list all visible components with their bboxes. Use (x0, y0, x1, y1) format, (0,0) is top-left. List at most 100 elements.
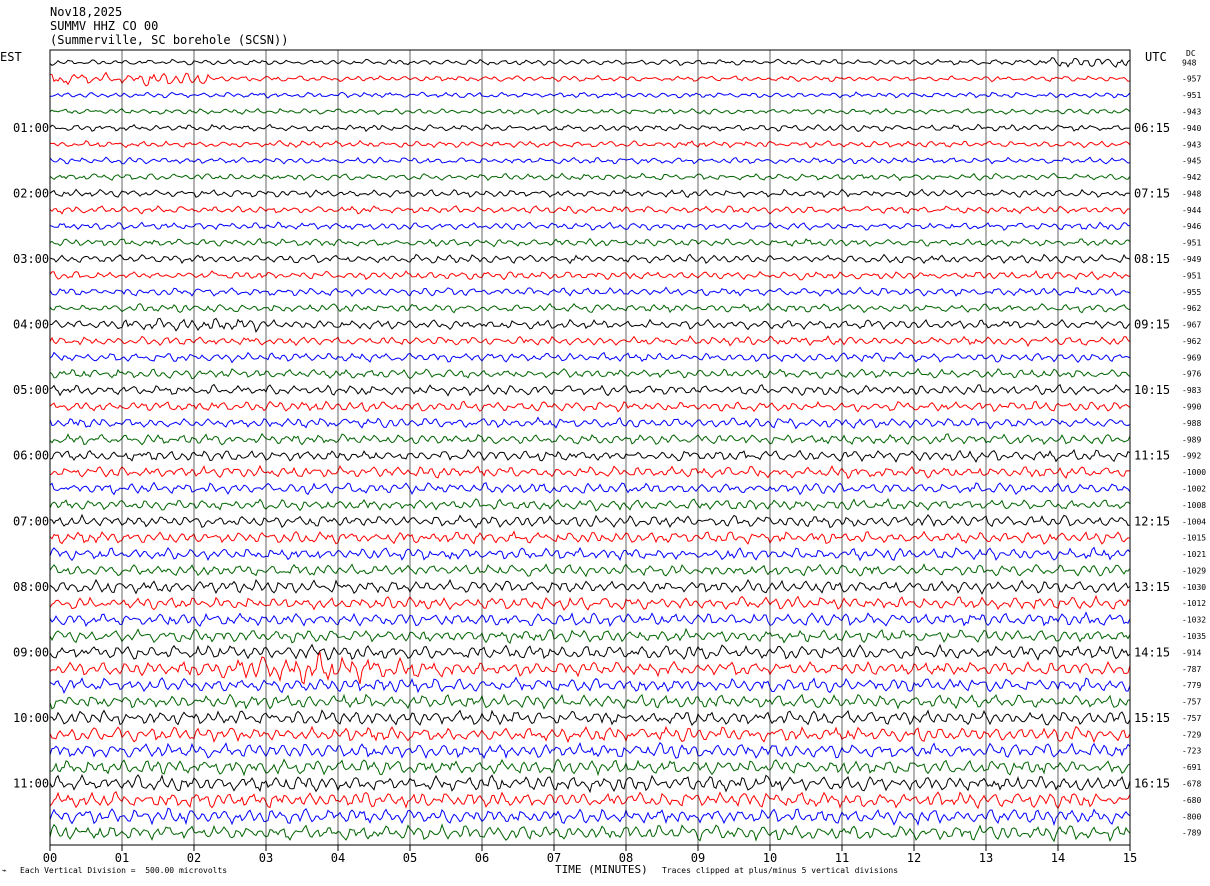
trace-21 (49, 383, 1131, 397)
right-hour-label: 14:15 (1134, 645, 1170, 659)
dc-offset-34: -1012 (1182, 599, 1206, 608)
left-hour-label: 11:00 (13, 777, 49, 791)
trace-39 (49, 676, 1131, 694)
station-id: SUMMV HHZ CO 00 (50, 19, 159, 33)
x-tick-label-15: 15 (1123, 851, 1137, 865)
trace-17 (49, 317, 1131, 334)
dc-offset-42: -729 (1182, 730, 1201, 739)
left-hour-label: 04:00 (13, 318, 49, 332)
left-hour-label: 03:00 (13, 252, 49, 266)
left-hour-label: 05:00 (13, 383, 49, 397)
dc-offset-17: -967 (1182, 321, 1201, 330)
x-tick-label-14: 14 (1051, 851, 1065, 865)
x-tick-label-02: 02 (187, 851, 201, 865)
dc-offset-10: -944 (1182, 206, 1201, 215)
plot-date: Nov18,2025 (50, 5, 123, 19)
trace-34 (49, 594, 1131, 611)
dc-offset-11: -946 (1182, 222, 1201, 231)
trace-19 (49, 351, 1131, 364)
dc-offset-7: -945 (1182, 157, 1201, 166)
dc-offset-32: -1029 (1182, 566, 1206, 575)
x-axis-ticks: 00 01 02 03 04 05 06 07 08 09 10 11 12 13 14 15 (43, 845, 1137, 865)
right-hour-labels: 06:15 07:15 08:15 09:15 10:15 11:15 12:15 13:15… (1134, 121, 1170, 791)
trace-29 (49, 513, 1131, 529)
dc-offset-43: -723 (1182, 747, 1201, 756)
right-hour-label: 07:15 (1134, 186, 1170, 200)
right-hour-label: 10:15 (1134, 383, 1170, 397)
dc-offset-47: -800 (1182, 812, 1201, 821)
trace-22 (49, 400, 1131, 413)
trace-15 (49, 286, 1131, 298)
left-timezone-label: EST (0, 50, 22, 64)
right-hour-label: 12:15 (1134, 514, 1170, 528)
dc-offset-12: -951 (1182, 239, 1201, 248)
dc-offset-44: -691 (1182, 763, 1201, 772)
trace-9 (49, 188, 1131, 199)
dc-offset-36: -1035 (1182, 632, 1206, 641)
dc-offset-27: -1002 (1182, 484, 1206, 493)
trace-41 (49, 709, 1131, 726)
x-axis-title: TIME (MINUTES) (555, 863, 648, 876)
dc-offset-46: -680 (1182, 796, 1201, 805)
dc-offset-20: -976 (1182, 370, 1201, 379)
dc-label: DC (1186, 49, 1196, 58)
x-tick-label-06: 06 (475, 851, 489, 865)
x-tick-label-01: 01 (115, 851, 129, 865)
dc-offset-2: -957 (1182, 75, 1201, 84)
left-hour-label: 02:00 (13, 186, 49, 200)
dc-offset-29: -1004 (1182, 517, 1206, 526)
left-hour-label: 06:00 (13, 449, 49, 463)
dc-offset-9: -948 (1182, 189, 1201, 198)
left-hour-label: 09:00 (13, 645, 49, 659)
dc-offset-14: -951 (1182, 271, 1201, 280)
x-tick-label-05: 05 (403, 851, 417, 865)
trace-32 (49, 563, 1131, 578)
dc-offset-31: -1021 (1182, 550, 1206, 559)
trace-12 (49, 237, 1131, 248)
dc-offset-25: -992 (1182, 452, 1201, 461)
trace-42 (49, 725, 1131, 744)
right-hour-label: 11:15 (1134, 449, 1170, 463)
dc-offset-18: -962 (1182, 337, 1201, 346)
dc-offset-45: -678 (1182, 780, 1201, 789)
left-hour-labels: 01:00 02:00 03:00 04:00 05:00 06:00 07:00 08:00… (13, 121, 49, 791)
station-location: (Summerville, SC borehole (SCSN)) (50, 33, 289, 47)
dc-offset-16: -962 (1182, 304, 1201, 313)
trace-5 (49, 123, 1131, 133)
minute-gridlines (121, 50, 1059, 845)
trace-48 (49, 823, 1131, 843)
trace-44 (49, 758, 1131, 777)
x-tick-label-00: 00 (43, 851, 57, 865)
dc-offset-15: -955 (1182, 288, 1201, 297)
x-tick-label-12: 12 (907, 851, 921, 865)
dc-offset-13: -949 (1182, 255, 1201, 264)
trace-35 (49, 611, 1131, 628)
dc-offset-35: -1032 (1182, 616, 1206, 625)
trace-27 (49, 481, 1131, 496)
x-tick-label-08: 08 (619, 851, 633, 865)
trace-11 (49, 221, 1131, 231)
left-hour-label: 07:00 (13, 514, 49, 528)
dc-offset-37: -914 (1182, 648, 1201, 657)
dc-offset-26: -1000 (1182, 468, 1206, 477)
dc-offset-23: -988 (1182, 419, 1201, 428)
left-hour-label: 08:00 (13, 580, 49, 594)
dc-offset-33: -1030 (1182, 583, 1206, 592)
trace-43 (49, 741, 1131, 760)
trace-31 (49, 546, 1131, 562)
dc-offset-40: -757 (1182, 698, 1201, 707)
trace-45 (49, 773, 1131, 794)
scale-icon: ⌁ (2, 866, 7, 875)
trace-2 (49, 71, 1131, 87)
trace-20 (49, 367, 1131, 380)
trace-30 (49, 530, 1131, 545)
right-hour-label: 06:15 (1134, 121, 1170, 135)
dc-offset-22: -990 (1182, 403, 1201, 412)
dc-offset-48: -789 (1182, 829, 1201, 838)
x-tick-label-04: 04 (331, 851, 345, 865)
dc-offset-19: -969 (1182, 353, 1201, 362)
trace-10 (49, 205, 1131, 215)
x-tick-label-09: 09 (691, 851, 705, 865)
trace-28 (49, 497, 1131, 512)
